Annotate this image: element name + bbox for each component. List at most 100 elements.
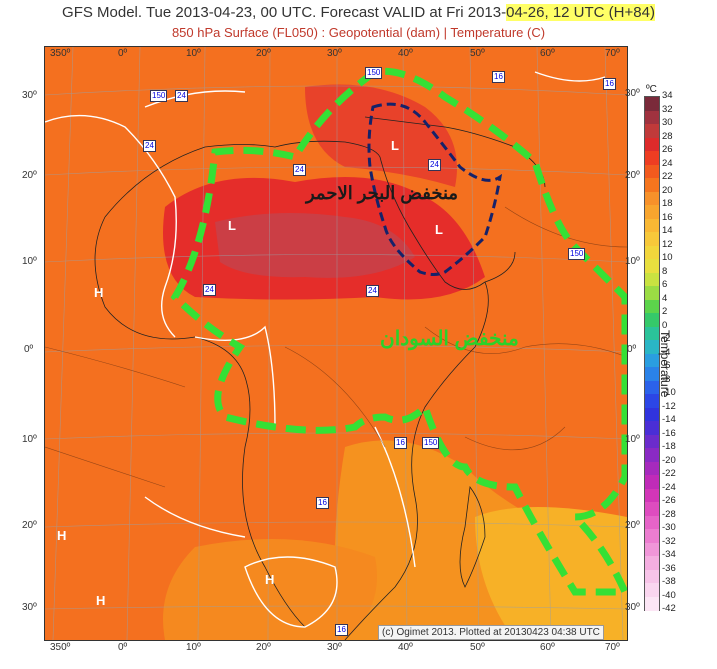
southeast-yellow (475, 507, 627, 640)
colorbar-swatch (645, 326, 659, 341)
lat-left-20s: 20º (22, 520, 37, 531)
contour-label-11: 24 (428, 159, 441, 171)
colorbar-swatch (645, 205, 659, 219)
red-sea-low-label: منخفض البحر الاحمر (306, 183, 459, 203)
colorbar-tick-label: -20 (662, 454, 676, 466)
colorbar-tick-label: 6 (662, 279, 668, 290)
colorbar-tick-label: -2 (662, 333, 671, 344)
colorbar-tick-label: 22 (662, 171, 673, 182)
colorbar-tick-label: -28 (662, 508, 676, 520)
colorbar-tick-label: 12 (662, 238, 673, 250)
colorbar-swatch (645, 218, 659, 233)
colorbar-tick-label: 0 (662, 319, 668, 331)
contour-label-12: 16 (394, 437, 407, 449)
lon-top-30: 30º (327, 48, 342, 59)
lon-top-350: 350º (50, 48, 71, 59)
low-marker-1: L (228, 218, 236, 233)
contour-label-1: 150 (150, 90, 168, 102)
colorbar-tick-label: -42 (662, 603, 676, 614)
colorbar-swatch (645, 110, 659, 125)
weather-map[interactable] (44, 46, 628, 641)
red-sea-low-outline (367, 102, 503, 276)
colorbar-swatch (645, 502, 659, 516)
lat-right-0: 0º (627, 344, 637, 355)
colorbar-tick-label: 18 (662, 198, 673, 209)
lon-bot-350: 350º (50, 642, 71, 653)
lon-top-0: 0º (118, 48, 128, 59)
colorbar-tick-label: 34 (662, 90, 673, 101)
lon-top-20: 20º (256, 48, 271, 59)
lat-left-0: 0º (24, 344, 34, 355)
sudan-low-outline (170, 67, 627, 596)
colorbar-swatch (645, 421, 659, 435)
colorbar-swatch (645, 124, 659, 138)
colorbar-swatch (645, 232, 659, 246)
low-marker-2: L (391, 138, 399, 153)
colorbar-swatch (645, 191, 659, 206)
lat-left-30s: 30º (22, 602, 37, 613)
lon-bot-60: 60º (540, 642, 555, 653)
lat-right-20n: 20º (625, 170, 640, 181)
colorbar-swatch (645, 245, 659, 260)
colorbar-tick-label: -32 (662, 535, 676, 547)
colorbar-tick-label: 24 (662, 157, 673, 169)
colorbar-tick-label: -30 (662, 522, 676, 533)
colorbar-tick-label: -24 (662, 481, 676, 493)
lon-top-50: 50º (470, 48, 485, 59)
copyright-notice: (c) Ogimet 2013. Plotted at 20130423 04:… (378, 625, 604, 640)
lon-top-60: 60º (540, 48, 555, 59)
colorbar-tick-label: -36 (662, 562, 676, 574)
title-main: GFS Model. Tue 2013-04-23, 00 UTC. Forec… (62, 4, 507, 21)
high-marker-2: H (57, 528, 67, 543)
colorbar-tick-label: 20 (662, 184, 673, 196)
contour-label-4: 24 (293, 164, 306, 176)
colorbar-tick-label: -22 (662, 468, 676, 479)
colorbar-tick-label: -38 (662, 576, 676, 587)
colorbar-tick-label: 4 (662, 292, 668, 304)
colorbar-swatch (645, 286, 659, 300)
colorbar-tick-label: -18 (662, 441, 676, 452)
colorbar-swatch (645, 488, 659, 503)
lon-top-40: 40º (398, 48, 413, 59)
colorbar-swatch (645, 515, 659, 530)
colorbar-tick-label: 16 (662, 211, 673, 223)
colorbar-tick-label: -34 (662, 549, 676, 560)
contour-label-7: 150 (365, 67, 383, 79)
colorbar-swatch (645, 569, 659, 584)
high-marker-4: H (265, 572, 275, 587)
title-highlight: 04-26, 12 UTC (H+84) (506, 4, 655, 21)
contour-label-15: 16 (335, 624, 348, 636)
graticule (45, 47, 627, 640)
high-marker-3: H (96, 593, 106, 608)
contour-label-8: 16 (492, 71, 505, 83)
lon-bot-70: 70º (605, 642, 620, 653)
lat-left-10s: 10º (22, 434, 37, 445)
colorbar-tick-label: 30 (662, 117, 673, 128)
colorbar-tick-label: -16 (662, 427, 676, 439)
colorbar-tick-label: 26 (662, 144, 673, 155)
contour-label-5: 24 (203, 284, 216, 296)
colorbar-swatch (645, 272, 659, 287)
lat-left-30n: 30º (22, 90, 37, 101)
colorbar-swatch (645, 529, 659, 543)
colorbar-tick-label: -12 (662, 400, 676, 412)
high-marker-1: H (94, 285, 104, 300)
lon-bot-30: 30º (327, 642, 342, 653)
contour-label-9: 16 (603, 78, 616, 90)
colorbar-swatch (645, 583, 659, 597)
contour-label-6: 24 (366, 285, 379, 297)
colorbar-tick-label: -8 (662, 373, 671, 385)
colorbar-tick-label: 2 (662, 306, 668, 317)
lat-right-20s: 20º (625, 520, 640, 531)
colorbar-swatch (645, 542, 659, 557)
lon-bot-10: 10º (186, 642, 201, 653)
lon-bot-20: 20º (256, 642, 271, 653)
very-hot-region (215, 213, 415, 278)
contour-label-2: 24 (175, 90, 188, 102)
colorbar-swatch (645, 299, 659, 314)
colorbar-tick-label: -40 (662, 589, 676, 601)
colorbar-swatch (645, 313, 659, 327)
contour-label-13: 150 (422, 437, 440, 449)
colorbar-swatch (645, 380, 659, 395)
colorbar-swatch (645, 137, 659, 152)
